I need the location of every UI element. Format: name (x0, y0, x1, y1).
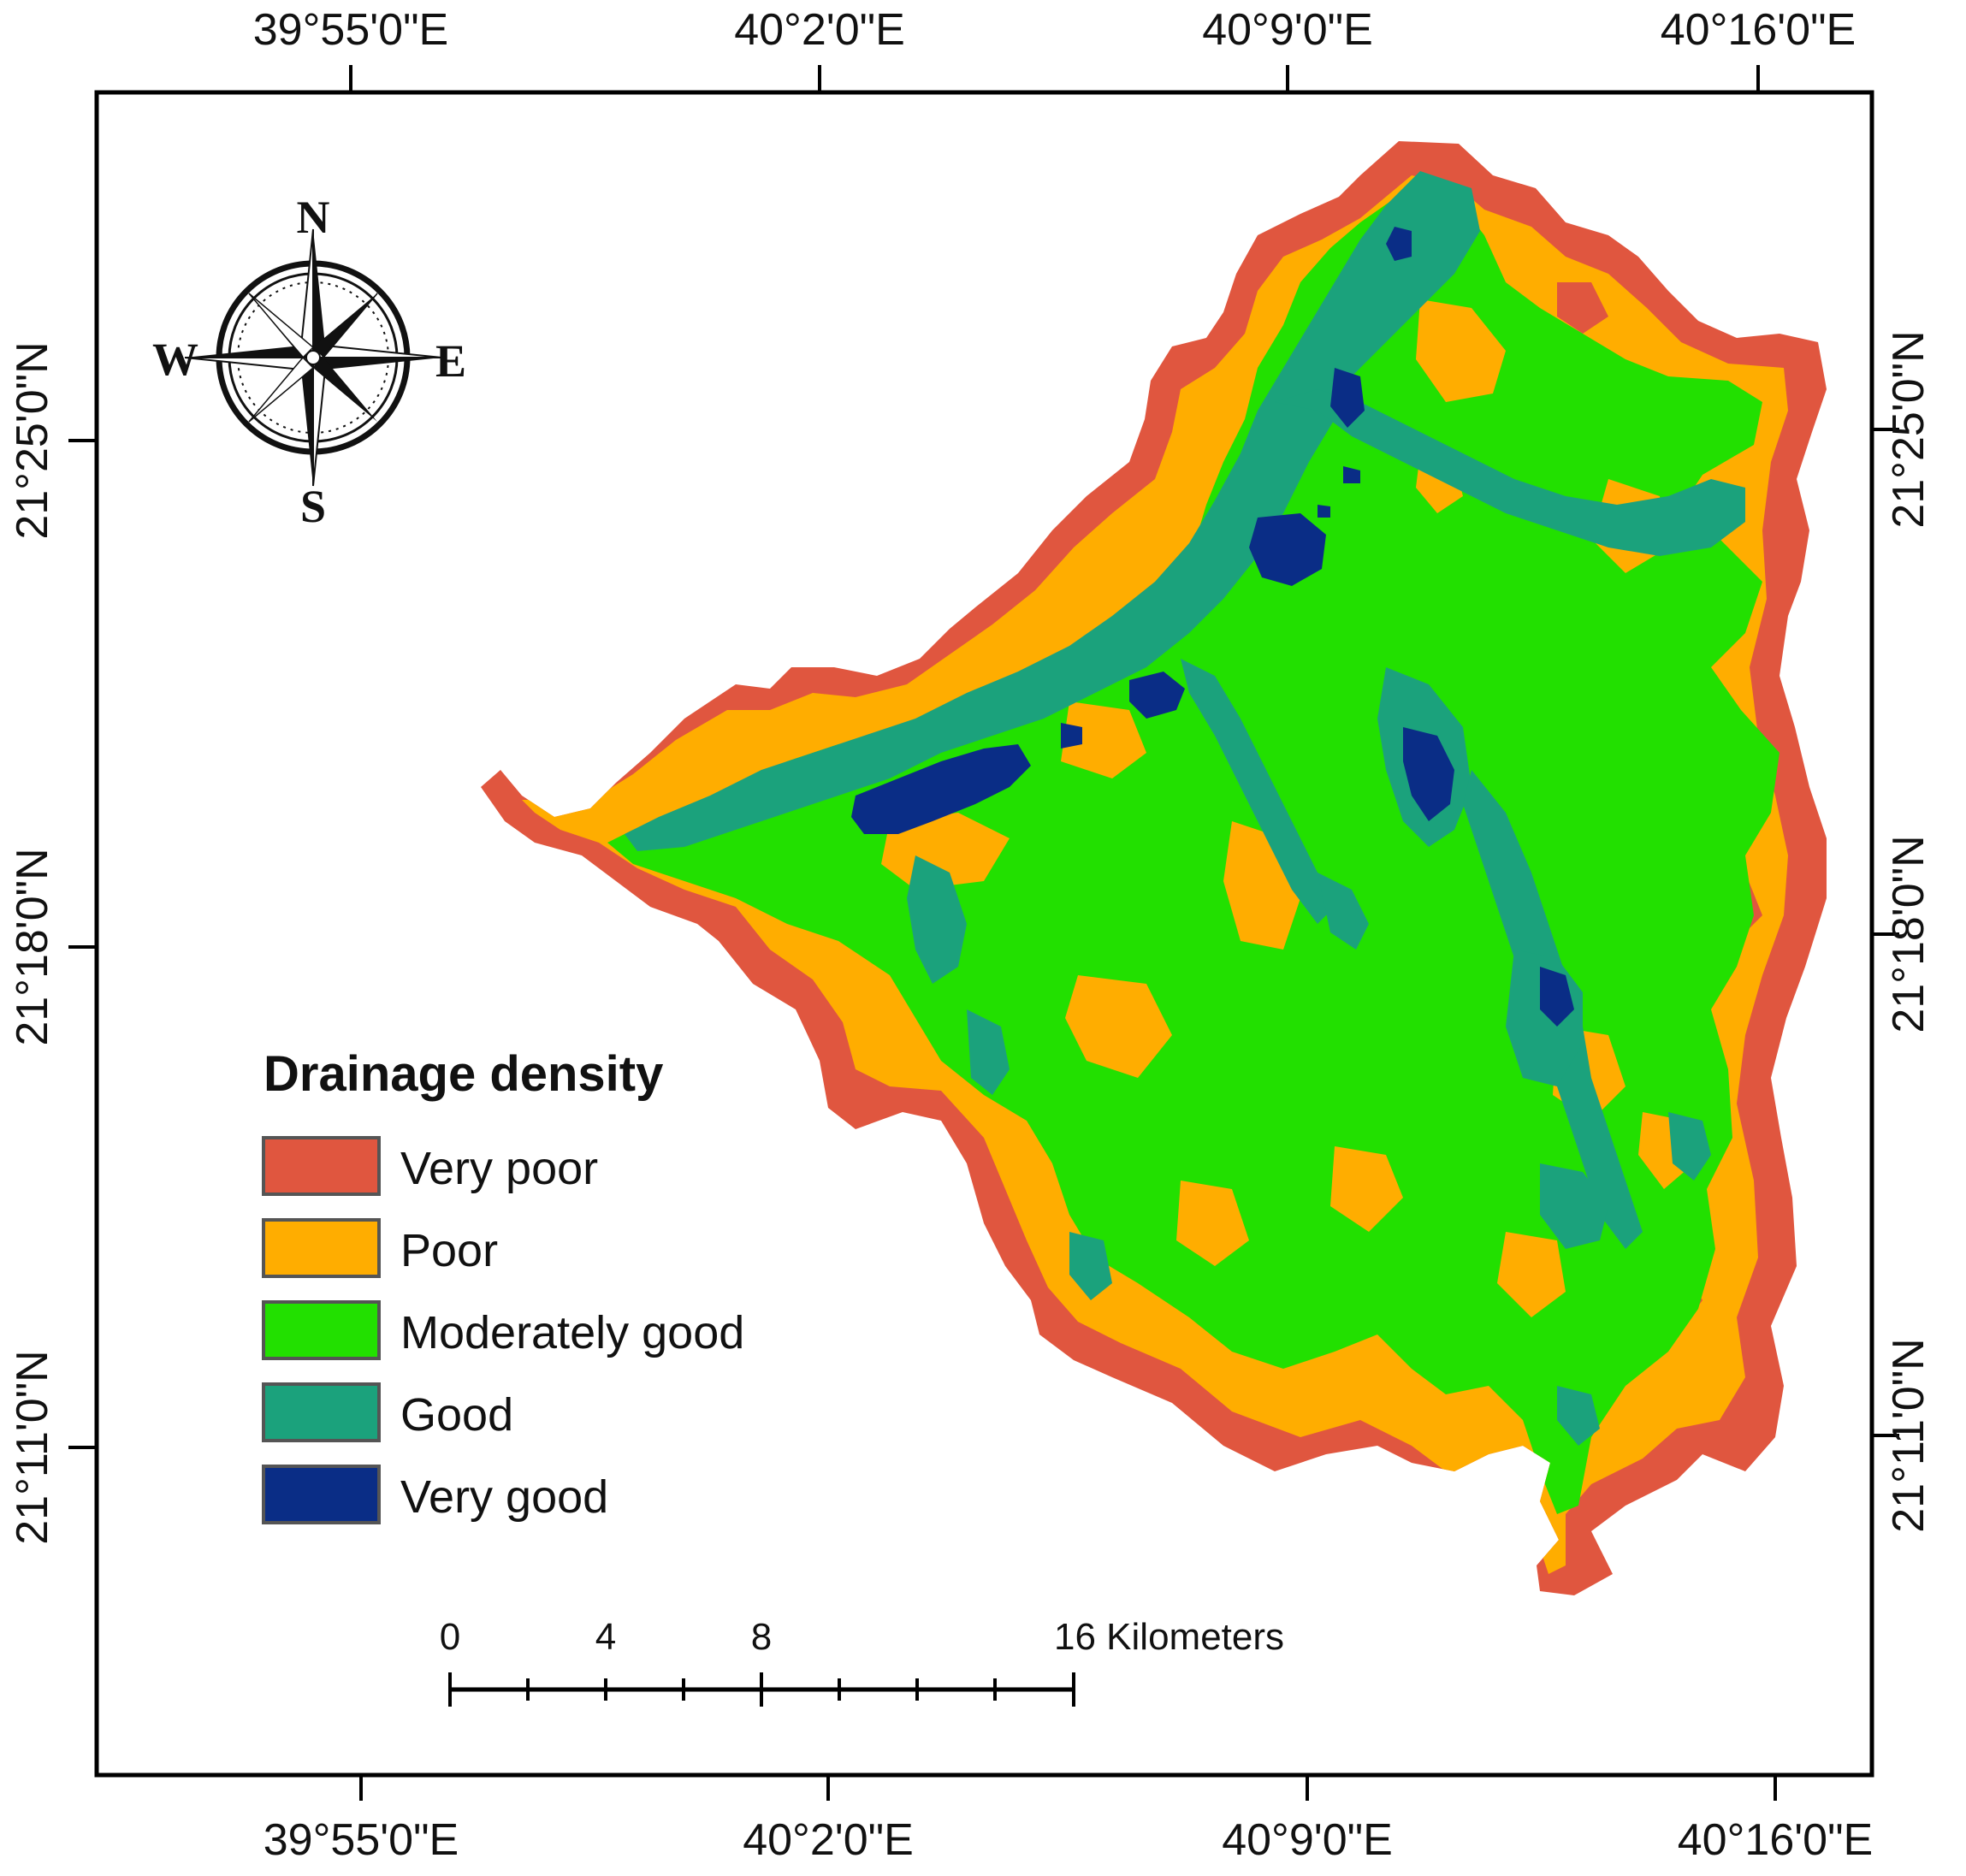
compass-north-label: N (297, 192, 330, 243)
zone-moderately-good (607, 192, 1779, 1514)
lon-label-bottom-3: 40°9'0"E (1222, 1815, 1393, 1865)
legend-swatch-4 (262, 1465, 381, 1524)
lon-label-bottom-2: 40°2'0"E (743, 1815, 914, 1865)
basin-raster (481, 141, 1827, 1595)
legend-label-2: Moderately good (400, 1307, 744, 1358)
legend-title: Drainage density (264, 1046, 663, 1102)
scale-label-4: 4 (595, 1616, 616, 1658)
lat-label-left-3: 21°11'0"N (8, 1350, 57, 1544)
lon-label-top-2: 40°2'0"E (734, 5, 905, 55)
legend-swatch-1 (262, 1218, 381, 1278)
scale-label-16-km: 16 Kilometers (1054, 1616, 1284, 1658)
frame-ticks (68, 65, 1899, 1801)
legend: Drainage density Very poor Poor Moderately… (262, 1046, 744, 1524)
lon-label-bottom-1: 39°55'0"E (264, 1815, 459, 1865)
legend-label-3: Good (400, 1389, 513, 1441)
legend-items: Very poor Poor Moderately good Good Very goo… (262, 1136, 744, 1524)
lat-label-left-2: 21°18'0"N (8, 848, 57, 1045)
compass-west-label: W (152, 334, 198, 385)
lat-label-right-1: 21°25'0"N (1884, 330, 1933, 528)
legend-swatch-0 (262, 1136, 381, 1196)
legend-label-4: Very good (400, 1471, 608, 1523)
legend-label-1: Poor (400, 1225, 498, 1276)
zone-very-good (851, 227, 1574, 1027)
lat-label-left-1: 21°25'0"N (8, 341, 57, 539)
legend-swatch-3 (262, 1382, 381, 1442)
lon-label-top-1: 39°55'0"E (253, 5, 448, 55)
scale-label-8: 8 (751, 1616, 772, 1658)
compass-south-label: S (300, 481, 326, 532)
scale-bar: 0 4 8 16 Kilometers (440, 1616, 1284, 1707)
compass-east-label: E (435, 335, 466, 387)
scale-bar-ticks (448, 1672, 1075, 1707)
compass-rose-icon (184, 228, 442, 487)
lon-label-top-4: 40°16'0"E (1661, 5, 1856, 55)
lon-label-bottom-4: 40°16'0"E (1678, 1815, 1873, 1865)
lat-label-right-3: 21°11'0"N (1884, 1338, 1933, 1532)
legend-swatch-2 (262, 1300, 381, 1360)
scale-label-0: 0 (440, 1616, 460, 1658)
legend-label-0: Very poor (400, 1143, 598, 1194)
lon-label-top-3: 40°9'0"E (1202, 5, 1373, 55)
lat-label-right-2: 21°18'0"N (1884, 835, 1933, 1033)
